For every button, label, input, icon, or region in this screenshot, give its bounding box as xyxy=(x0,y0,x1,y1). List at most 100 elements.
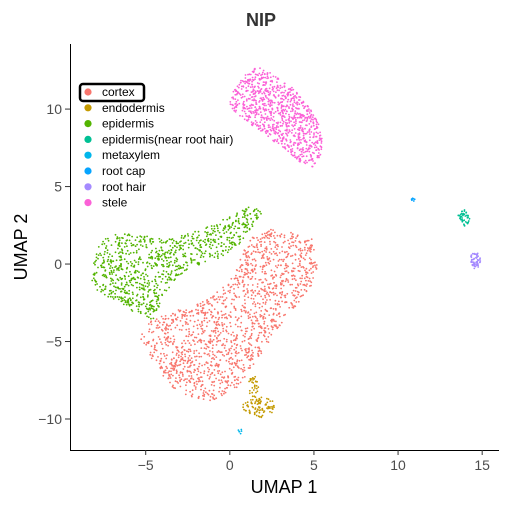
data-point xyxy=(147,342,150,345)
data-point xyxy=(198,352,201,355)
data-point xyxy=(123,246,126,248)
data-point xyxy=(282,112,284,115)
data-point xyxy=(320,142,323,144)
data-point xyxy=(197,242,200,244)
data-point xyxy=(95,253,98,256)
data-point xyxy=(233,109,236,112)
data-point xyxy=(246,288,249,290)
data-point xyxy=(263,124,265,126)
data-point xyxy=(304,150,307,153)
data-point xyxy=(262,107,265,109)
data-point xyxy=(251,284,254,286)
data-point xyxy=(173,338,176,341)
data-point xyxy=(229,311,232,313)
data-point xyxy=(254,78,256,81)
data-point xyxy=(231,298,234,301)
data-point xyxy=(183,349,186,351)
series-root-cap xyxy=(410,197,416,202)
data-point xyxy=(241,376,244,379)
data-point xyxy=(198,323,201,326)
data-point xyxy=(239,94,242,96)
data-point xyxy=(168,276,170,279)
data-point xyxy=(179,380,182,383)
data-point xyxy=(206,300,208,302)
data-point xyxy=(291,235,293,238)
data-point xyxy=(173,369,176,371)
data-point xyxy=(263,335,266,338)
data-point xyxy=(199,249,202,252)
data-point xyxy=(224,370,226,373)
data-point xyxy=(277,142,280,145)
data-point xyxy=(92,273,95,276)
data-point xyxy=(282,108,285,111)
data-point xyxy=(252,221,254,223)
data-point xyxy=(226,386,229,389)
data-point xyxy=(213,384,216,387)
data-point xyxy=(162,321,165,324)
data-point xyxy=(276,314,278,316)
data-point xyxy=(193,368,196,371)
data-point xyxy=(97,254,100,256)
data-point xyxy=(151,267,154,270)
data-point xyxy=(137,263,140,266)
data-point xyxy=(476,253,479,256)
data-point xyxy=(242,222,245,225)
data-point xyxy=(249,364,251,367)
data-point xyxy=(252,250,255,253)
data-point xyxy=(227,290,230,292)
legend-item: epidermis(near root hair) xyxy=(84,132,233,146)
data-point xyxy=(166,259,168,262)
data-point xyxy=(132,276,135,279)
data-point xyxy=(176,246,178,249)
data-point xyxy=(244,335,246,338)
data-point xyxy=(188,366,191,368)
data-point xyxy=(221,376,224,379)
data-point xyxy=(274,126,276,129)
data-point xyxy=(195,336,198,339)
data-point xyxy=(254,303,257,306)
data-point xyxy=(180,359,183,361)
data-point xyxy=(310,125,313,128)
data-point xyxy=(259,315,262,318)
data-point xyxy=(269,91,272,93)
data-point xyxy=(216,291,219,294)
data-point xyxy=(150,251,153,254)
data-point xyxy=(157,336,160,338)
data-point xyxy=(128,289,131,292)
data-point xyxy=(203,317,206,320)
data-point xyxy=(312,160,314,162)
data-point xyxy=(242,406,245,409)
data-point xyxy=(214,230,216,233)
data-point xyxy=(271,86,274,89)
data-point xyxy=(241,270,243,273)
data-point xyxy=(279,292,281,295)
data-point xyxy=(298,116,300,119)
data-point xyxy=(247,276,250,279)
data-point xyxy=(204,241,206,244)
data-point xyxy=(264,301,267,304)
data-point xyxy=(106,249,109,252)
data-point xyxy=(131,235,134,238)
data-point xyxy=(257,74,259,77)
data-point xyxy=(108,271,111,274)
data-point xyxy=(114,296,117,298)
data-point xyxy=(457,214,460,217)
data-point xyxy=(160,328,163,331)
data-point xyxy=(254,114,257,116)
data-point xyxy=(155,247,157,250)
data-point xyxy=(258,416,261,418)
data-point xyxy=(94,280,97,283)
data-point xyxy=(254,387,256,389)
data-point xyxy=(238,235,241,238)
data-point xyxy=(308,277,311,280)
data-point xyxy=(197,370,200,373)
x-tick-label: 5 xyxy=(310,457,318,473)
data-point xyxy=(272,291,275,294)
data-point xyxy=(291,262,294,265)
data-point xyxy=(459,215,462,218)
data-point xyxy=(300,255,302,258)
data-point xyxy=(223,323,226,325)
data-point xyxy=(196,253,198,256)
data-point xyxy=(304,254,307,256)
data-point xyxy=(172,321,175,323)
